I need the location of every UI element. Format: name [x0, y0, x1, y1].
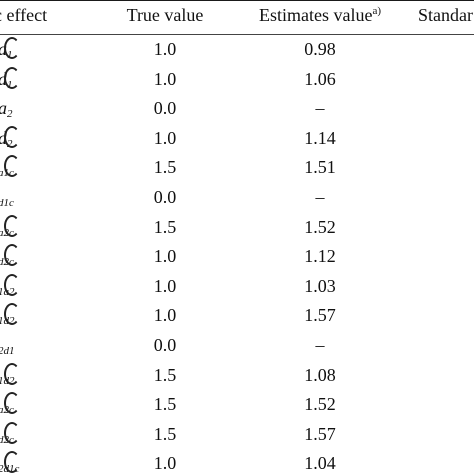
true-value-cell: 1.0	[153, 453, 177, 474]
param-cell: d1c	[0, 187, 14, 209]
true-value-cell: 0.0	[153, 98, 177, 119]
table-row: a2 0.0 –	[0, 95, 474, 125]
cropped-digit-glyph	[4, 214, 20, 237]
table-row: a11.00.98	[0, 36, 474, 66]
header-estimates-footnote: a)	[372, 5, 381, 17]
cropped-digit-glyph	[4, 66, 20, 89]
param-symbol: d	[0, 69, 7, 89]
estimate-value-cell: 1.51	[304, 157, 336, 178]
header-true-value: True value	[126, 5, 204, 25]
true-value-cell: 1.5	[153, 394, 177, 415]
estimate-value-cell: –	[315, 187, 325, 207]
true-value-cell: 1.0	[153, 68, 177, 89]
cropped-digit-glyph	[4, 451, 20, 474]
estimate-value-cell: –	[315, 98, 325, 119]
true-value-cell: 1.0	[153, 39, 177, 59]
cropped-digit-glyph	[4, 37, 20, 59]
table-row: 1a21.01.03	[0, 273, 474, 303]
estimate-value-cell: 1.57	[304, 423, 336, 444]
param-subscript: d1c	[0, 197, 14, 209]
cropped-digit-glyph	[4, 273, 20, 296]
estimate-value-cell: 1.12	[304, 246, 336, 267]
estimate-value-cell: 1.57	[304, 305, 336, 326]
cropped-digit-glyph	[4, 421, 20, 444]
table-row: d21.01.14	[0, 125, 474, 155]
header-estimates-label: Estimates value	[258, 5, 373, 25]
param-symbol: a	[0, 98, 7, 118]
table-row: 2d1 0.0 –	[0, 332, 474, 362]
true-value-cell: 1.0	[153, 127, 177, 148]
table-row: d11.01.06	[0, 66, 474, 96]
table-row: 2d1c 1.0 1.04	[0, 450, 474, 474]
true-value-cell: 1.5	[153, 157, 177, 178]
param-subscript: 2	[7, 108, 13, 121]
table-row: a2c1.51.52	[0, 214, 474, 244]
cropped-digit-glyph	[4, 155, 20, 178]
table-row: a1c1.51.51	[0, 154, 474, 184]
table-row: d1c 0.0 –	[0, 184, 474, 214]
estimate-value-cell: 1.52	[304, 216, 336, 237]
header-effect: c effect	[0, 5, 48, 25]
table-header: c effect True value Estimates valuea) St…	[0, 0, 474, 34]
true-value-cell: 1.5	[153, 216, 177, 237]
header-rule	[0, 34, 474, 35]
param-cell: 2d1	[0, 335, 15, 357]
true-value-cell: 1.5	[153, 423, 177, 444]
estimate-value-cell: 1.14	[304, 127, 336, 148]
estimate-value-cell: 1.06	[304, 68, 336, 89]
table-row: 1d21.01.57	[0, 302, 474, 332]
param-symbol: a	[0, 39, 7, 59]
table-row: d2c1.51.57	[0, 421, 474, 451]
true-value-cell: 1.0	[153, 246, 177, 267]
true-value-cell: 0.0	[153, 187, 177, 207]
table-row: a2c1.51.52	[0, 391, 474, 421]
param-cell: a2	[0, 98, 13, 120]
estimate-value-cell: 1.04	[304, 453, 336, 474]
cropped-digit-glyph	[4, 303, 20, 326]
true-value-cell: 0.0	[153, 335, 177, 355]
cropped-digit-glyph	[4, 392, 20, 415]
estimate-value-cell: 1.08	[304, 364, 336, 385]
table-row: 1d21.51.08	[0, 362, 474, 392]
estimate-value-cell: 0.98	[304, 39, 336, 59]
table-top-rule	[0, 0, 474, 1]
param-subscript: 2d1	[0, 345, 15, 357]
header-estimates-value: Estimates valuea)	[240, 5, 400, 26]
cropped-digit-glyph	[4, 362, 20, 385]
true-value-cell: 1.0	[153, 275, 177, 296]
param-symbol: d	[0, 128, 7, 148]
estimate-value-cell: 1.03	[304, 275, 336, 296]
true-value-cell: 1.0	[153, 305, 177, 326]
cropped-digit-glyph	[4, 125, 20, 148]
cropped-digit-glyph	[4, 244, 20, 267]
table-row: d2c1.01.12	[0, 243, 474, 273]
estimate-value-cell: –	[315, 335, 325, 355]
estimate-value-cell: 1.52	[304, 394, 336, 415]
header-standard: Standar	[418, 5, 473, 25]
true-value-cell: 1.5	[153, 364, 177, 385]
